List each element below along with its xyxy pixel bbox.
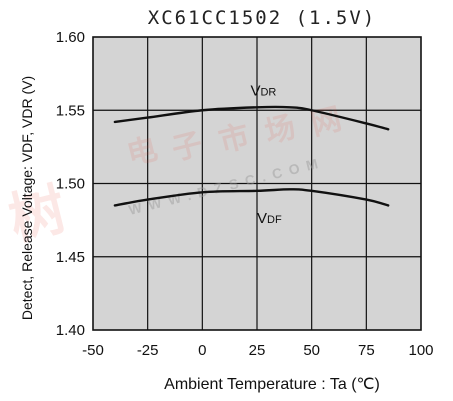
x-axis-ticks: -50 -25 0 25 50 75 100 xyxy=(82,342,433,359)
x-tick-label: -25 xyxy=(137,342,159,359)
y-tick-label: 1.45 xyxy=(56,249,85,266)
series-line-vdf xyxy=(113,188,390,207)
series-label-vdr: VDR xyxy=(250,83,276,100)
x-tick-label: 50 xyxy=(303,342,320,359)
y-axis-ticks: 1.40 1.45 1.50 1.55 1.60 xyxy=(56,29,85,339)
x-tick-label: -50 xyxy=(82,342,104,359)
y-tick-label: 1.50 xyxy=(56,176,85,193)
plot-frame xyxy=(92,36,422,331)
grid xyxy=(93,37,421,330)
series-lines xyxy=(113,105,390,207)
x-tick-label: 25 xyxy=(249,342,266,359)
y-tick-label: 1.40 xyxy=(56,322,85,339)
x-tick-label: 75 xyxy=(358,342,375,359)
x-tick-label: 100 xyxy=(408,342,433,359)
y-tick-label: 1.55 xyxy=(56,102,85,119)
series-label-vdf: VDF xyxy=(257,210,282,227)
y-axis-label: Detect, Release Voltage: VDF, VDR (V) xyxy=(19,76,35,320)
chart-title: XC61CC1502 (1.5V) xyxy=(148,7,376,29)
y-tick-label: 1.60 xyxy=(56,29,85,46)
x-axis-label: Ambient Temperature : Ta (℃) xyxy=(164,376,380,393)
series-labels: VDR VDF xyxy=(250,83,282,227)
x-tick-label: 0 xyxy=(198,342,206,359)
series-line-vdr xyxy=(113,105,390,131)
